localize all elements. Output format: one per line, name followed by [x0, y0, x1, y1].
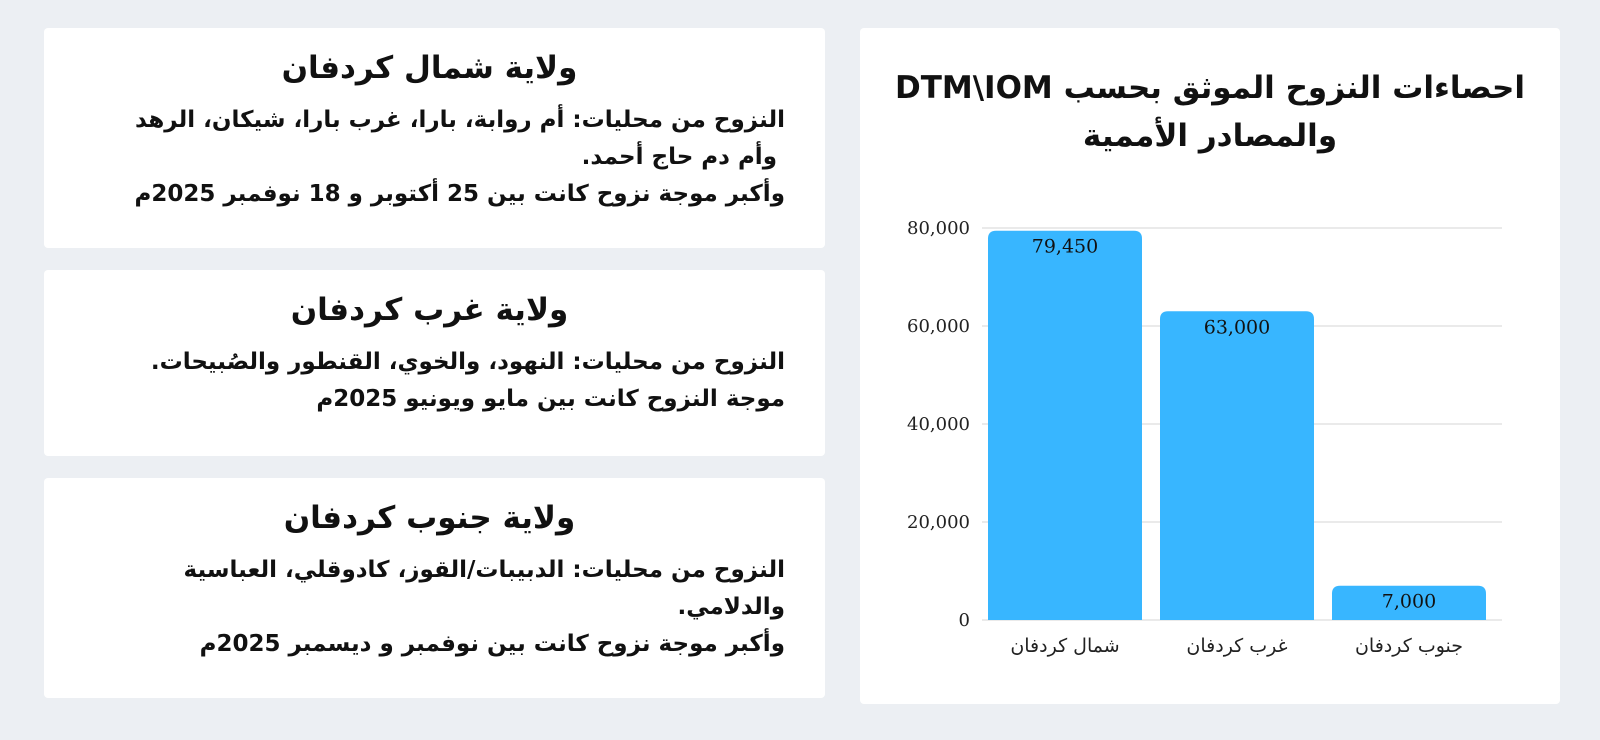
- north-kordofan-card: ولاية شمال كردفان النزوح من محليات: أم ر…: [44, 28, 825, 248]
- chart-title: احصاءات النزوح الموثق بحسب DTM\IOM والمص…: [895, 70, 1525, 154]
- west-kordofan-title: ولاية غرب كردفان: [290, 292, 569, 328]
- bar: [1332, 585, 1486, 620]
- south-kordofan-line: وأكبر موجة نزوح كانت بين نوفمبر و ديسمبر…: [199, 631, 785, 657]
- x-category-label: جنوب كردفان: [1355, 635, 1463, 657]
- y-tick-label: 40,000: [907, 414, 970, 435]
- bar-chart: 0 20,000 40,000 60,000 80,000 79,450 شمال كردف…: [907, 218, 1502, 657]
- west-kordofan-line: موجة النزوح كانت بين مايو ويونيو 2025م: [316, 386, 785, 412]
- south-kordofan-card: ولاية جنوب كردفان النزوح من محليات: الدب…: [44, 478, 825, 698]
- bar: [1160, 311, 1314, 620]
- north-kordofan-line: وأكبر موجة نزوح كانت بين 25 أكتوبر و 18 …: [134, 181, 785, 207]
- west-kordofan-line: النزوح من محليات: النهود، والخوي، القنطو…: [150, 349, 785, 375]
- y-tick-label: 80,000: [907, 218, 970, 239]
- north-kordofan-title: ولاية شمال كردفان: [281, 50, 578, 86]
- x-category-label: غرب كردفان: [1186, 635, 1287, 657]
- bar-value-label: 79,450: [1032, 236, 1098, 258]
- bar: [988, 230, 1142, 620]
- y-tick-label: 20,000: [907, 512, 970, 533]
- south-kordofan-line: والدلامي.: [677, 594, 785, 620]
- north-kordofan-line: النزوح من محليات: أم روابة، بارا، غرب با…: [135, 107, 785, 133]
- y-tick-label: 0: [959, 610, 970, 631]
- north-kordofan-line: وأم دم حاج أحمد.: [581, 144, 777, 170]
- bar-value-label: 63,000: [1204, 316, 1270, 338]
- south-kordofan-line: النزوح من محليات: الدبيبات/القوز، كادوقل…: [183, 557, 786, 583]
- west-kordofan-card: ولاية غرب كردفان النزوح من محليات: النهو…: [44, 270, 825, 456]
- x-category-label: شمال كردفان: [1010, 635, 1119, 657]
- bar-value-label: 7,000: [1382, 591, 1436, 613]
- chart-card: احصاءات النزوح الموثق بحسب DTM\IOM والمص…: [860, 28, 1560, 704]
- south-kordofan-title: ولاية جنوب كردفان: [283, 500, 576, 536]
- y-tick-label: 60,000: [907, 316, 970, 337]
